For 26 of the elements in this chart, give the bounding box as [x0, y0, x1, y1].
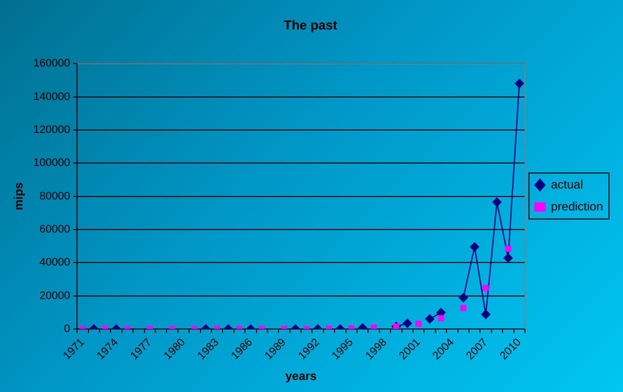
point	[505, 246, 512, 252]
y-tick-label: 160000	[33, 58, 70, 70]
x-axis-title: years	[285, 369, 318, 384]
point	[504, 253, 513, 263]
y-tick-label: 140000	[33, 90, 70, 103]
legend-label: actual	[550, 177, 583, 192]
y-axis-title: mips	[12, 182, 26, 210]
point	[416, 320, 422, 327]
legend-label: prediction	[550, 199, 603, 214]
chart-title: The past	[284, 17, 338, 32]
point	[460, 304, 466, 312]
point	[402, 318, 412, 328]
y-tick-label: 40000	[40, 256, 70, 269]
y-tick-label: 80000	[40, 190, 70, 202]
y-tick-label: 100000	[33, 157, 70, 170]
point	[492, 197, 502, 207]
y-tick-label: 60000	[40, 223, 70, 236]
point	[481, 310, 490, 319]
y-tick-label: 120000	[33, 124, 70, 136]
y-tick-label: 0	[64, 322, 70, 335]
point	[458, 293, 468, 302]
point	[470, 242, 480, 252]
y-tick-label: 20000	[40, 290, 70, 302]
point	[425, 314, 434, 324]
point	[482, 284, 489, 292]
point	[438, 315, 444, 322]
